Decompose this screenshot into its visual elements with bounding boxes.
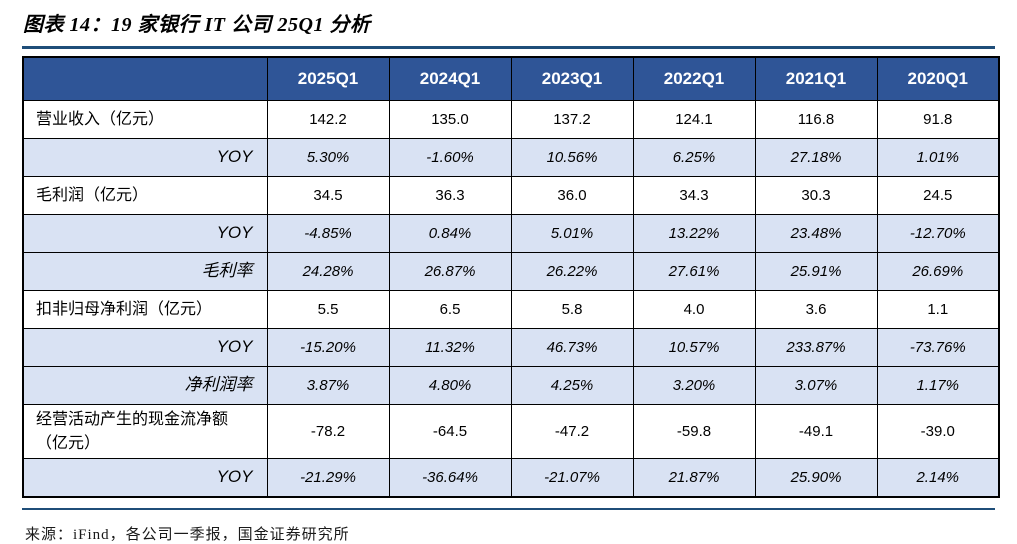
data-cell: -73.76% [876, 328, 1000, 367]
data-cell: 26.22% [510, 252, 634, 291]
column-header-2020q1: 2020Q1 [876, 56, 1000, 101]
data-cell: -4.85% [266, 214, 390, 253]
table-row-net-profit: 扣非归母净利润（亿元） 5.5 6.5 5.8 4.0 3.6 1.1 [22, 290, 1000, 329]
row-label-gross-profit-yoy: YOY [22, 214, 268, 253]
data-cell: -49.1 [754, 404, 878, 459]
column-header-2021q1: 2021Q1 [754, 56, 878, 101]
column-header-2023q1: 2023Q1 [510, 56, 634, 101]
figure-title: 图表 14：19 家银行 IT 公司 25Q1 分析 [23, 14, 371, 36]
data-cell: 30.3 [754, 176, 878, 215]
data-cell: -47.2 [510, 404, 634, 459]
column-header-2022q1: 2022Q1 [632, 56, 756, 101]
data-cell: 26.69% [876, 252, 1000, 291]
column-header-2025q1: 2025Q1 [266, 56, 390, 101]
table-row-gross-margin: 毛利率 24.28% 26.87% 26.22% 27.61% 25.91% 2… [22, 252, 1000, 291]
data-cell: -78.2 [266, 404, 390, 459]
table-row-net-margin: 净利润率 3.87% 4.80% 4.25% 3.20% 3.07% 1.17% [22, 366, 1000, 405]
bank-it-quarterly-table: 2025Q1 2024Q1 2023Q1 2022Q1 2021Q1 2020Q… [22, 56, 1000, 498]
data-cell: 4.25% [510, 366, 634, 405]
row-label-revenue-yoy: YOY [22, 138, 268, 177]
data-cell: 10.57% [632, 328, 756, 367]
data-cell: -36.64% [388, 458, 512, 497]
data-cell: 1.1 [876, 290, 1000, 329]
data-cell: 24.5 [876, 176, 1000, 215]
data-cell: 5.01% [510, 214, 634, 253]
data-cell: 3.20% [632, 366, 756, 405]
data-cell: -1.60% [388, 138, 512, 177]
data-cell: 1.17% [876, 366, 1000, 405]
data-cell: 13.22% [632, 214, 756, 253]
data-cell: 3.87% [266, 366, 390, 405]
table-row-revenue: 营业收入（亿元） 142.2 135.0 137.2 124.1 116.8 9… [22, 100, 1000, 139]
data-cell: -39.0 [876, 404, 1000, 459]
data-cell: -21.07% [510, 458, 634, 497]
data-cell: -59.8 [632, 404, 756, 459]
data-cell: 36.3 [388, 176, 512, 215]
data-cell: 23.48% [754, 214, 878, 253]
data-cell: 34.5 [266, 176, 390, 215]
data-cell: 3.07% [754, 366, 878, 405]
row-label-net-profit-yoy: YOY [22, 328, 268, 367]
data-cell: 6.5 [388, 290, 512, 329]
row-label-revenue: 营业收入（亿元） [22, 100, 268, 139]
data-cell: 124.1 [632, 100, 756, 139]
data-cell: 137.2 [510, 100, 634, 139]
data-cell: 27.18% [754, 138, 878, 177]
data-cell: 46.73% [510, 328, 634, 367]
data-cell: 27.61% [632, 252, 756, 291]
row-label-operating-cashflow-yoy: YOY [22, 458, 268, 497]
data-cell: 26.87% [388, 252, 512, 291]
data-cell: 4.80% [388, 366, 512, 405]
data-cell: 91.8 [876, 100, 1000, 139]
data-cell: 2.14% [876, 458, 1000, 497]
data-cell: -12.70% [876, 214, 1000, 253]
row-label-net-profit: 扣非归母净利润（亿元） [22, 290, 268, 329]
table-row-operating-cashflow: 经营活动产生的现金流净额（亿元） -78.2 -64.5 -47.2 -59.8… [22, 404, 1000, 459]
table-row-net-profit-yoy: YOY -15.20% 11.32% 46.73% 10.57% 233.87%… [22, 328, 1000, 367]
column-header-metric [22, 56, 268, 101]
table-row-revenue-yoy: YOY 5.30% -1.60% 10.56% 6.25% 27.18% 1.0… [22, 138, 1000, 177]
data-cell: 5.5 [266, 290, 390, 329]
data-cell: 233.87% [754, 328, 878, 367]
data-cell: 6.25% [632, 138, 756, 177]
data-cell: 116.8 [754, 100, 878, 139]
data-cell: 21.87% [632, 458, 756, 497]
table-row-operating-cashflow-yoy: YOY -21.29% -36.64% -21.07% 21.87% 25.90… [22, 458, 1000, 497]
data-cell: 25.90% [754, 458, 878, 497]
data-cell: 4.0 [632, 290, 756, 329]
data-cell: 5.30% [266, 138, 390, 177]
data-cell: 142.2 [266, 100, 390, 139]
table-header-row: 2025Q1 2024Q1 2023Q1 2022Q1 2021Q1 2020Q… [22, 56, 1000, 101]
data-cell: 10.56% [510, 138, 634, 177]
data-cell: 1.01% [876, 138, 1000, 177]
title-divider-line [22, 46, 995, 49]
data-cell: 24.28% [266, 252, 390, 291]
column-header-2024q1: 2024Q1 [388, 56, 512, 101]
source-note: 来源：iFind，各公司一季报，国金证券研究所 [25, 526, 350, 543]
data-cell: 34.3 [632, 176, 756, 215]
data-cell: 11.32% [388, 328, 512, 367]
data-cell: -15.20% [266, 328, 390, 367]
data-cell: -64.5 [388, 404, 512, 459]
data-cell: -21.29% [266, 458, 390, 497]
table-row-gross-profit: 毛利润（亿元） 34.5 36.3 36.0 34.3 30.3 24.5 [22, 176, 1000, 215]
table-bottom-divider-line [22, 507, 995, 510]
data-cell: 25.91% [754, 252, 878, 291]
row-label-operating-cashflow: 经营活动产生的现金流净额（亿元） [22, 404, 268, 459]
data-cell: 5.8 [510, 290, 634, 329]
data-cell: 0.84% [388, 214, 512, 253]
row-label-gross-profit: 毛利润（亿元） [22, 176, 268, 215]
data-cell: 36.0 [510, 176, 634, 215]
data-cell: 3.6 [754, 290, 878, 329]
data-cell: 135.0 [388, 100, 512, 139]
table-row-gross-profit-yoy: YOY -4.85% 0.84% 5.01% 13.22% 23.48% -12… [22, 214, 1000, 253]
row-label-net-margin: 净利润率 [22, 366, 268, 405]
row-label-gross-margin: 毛利率 [22, 252, 268, 291]
